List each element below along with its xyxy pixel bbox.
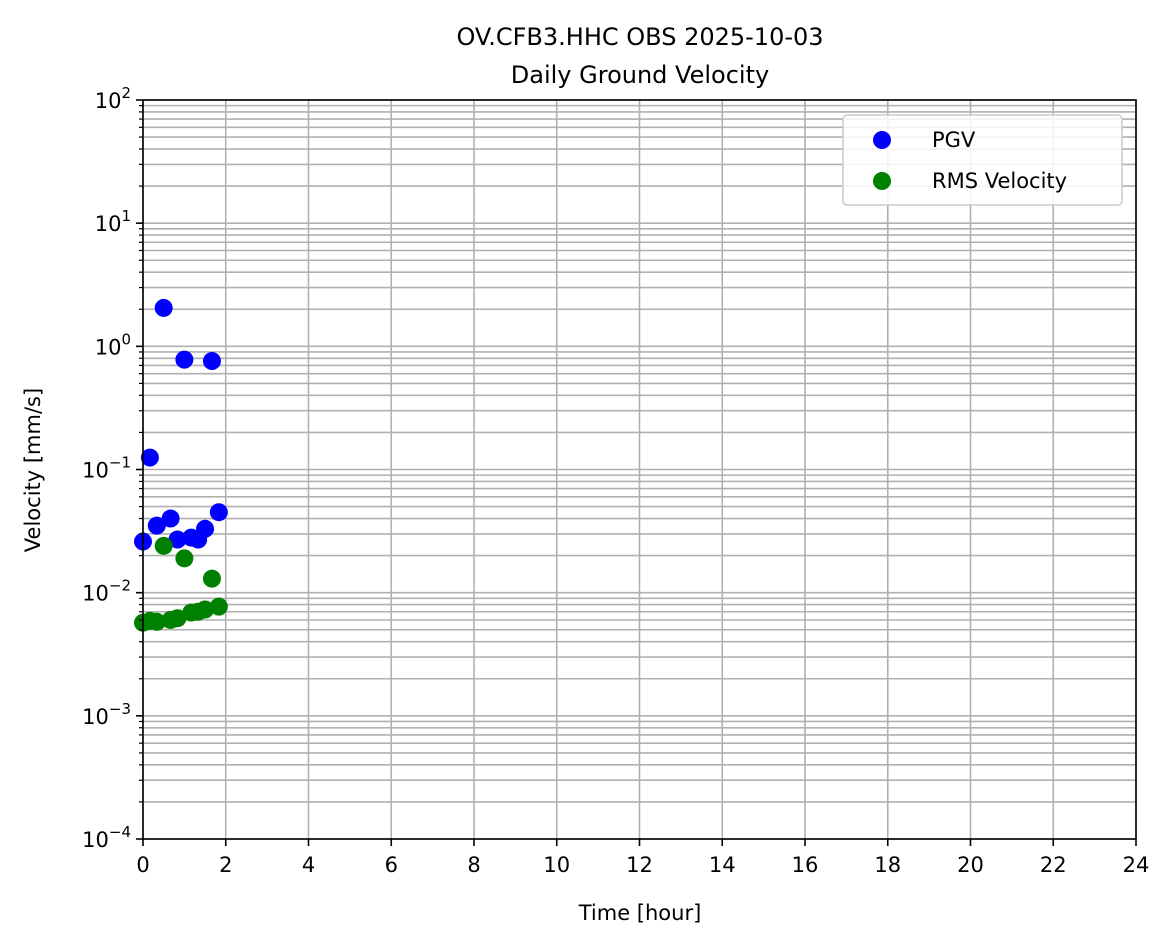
legend-marker-rms: [873, 172, 891, 190]
y-tick-exponent: −1: [109, 454, 131, 472]
x-axis-label: Time [hour]: [578, 901, 702, 925]
y-tick-label: 100: [95, 330, 131, 359]
legend-label-pgv: PGV: [932, 128, 976, 152]
point-pgv: [209, 503, 228, 522]
x-tick-label: 18: [874, 853, 901, 877]
point-pgv: [161, 509, 180, 528]
y-tick-base: 10: [82, 582, 109, 606]
legend: PGV RMS Velocity: [842, 114, 1123, 206]
point-pgv: [175, 350, 194, 369]
x-tick-label: 14: [709, 853, 736, 877]
points-layer: [134, 298, 228, 632]
grid-layer: [142, 99, 1137, 840]
legend-label-rms: RMS Velocity: [932, 169, 1067, 193]
point-pgv: [140, 448, 159, 467]
point-pgv: [154, 298, 173, 317]
y-tick-label: 10−1: [82, 454, 131, 483]
x-tick-label: 8: [467, 853, 480, 877]
y-axis-label: Velocity [mm/s]: [21, 388, 45, 552]
y-tick-exponent: 0: [121, 330, 131, 348]
x-tick-label: 20: [957, 853, 984, 877]
point-pgv: [147, 516, 166, 535]
x-tick-label: 2: [219, 853, 232, 877]
legend-box: [842, 114, 1123, 206]
y-tick-exponent: −4: [109, 823, 131, 841]
x-tick-label: 12: [626, 853, 653, 877]
y-tick-exponent: −3: [109, 700, 131, 718]
point-pgv: [168, 530, 187, 549]
x-tick-label: 16: [792, 853, 819, 877]
x-tick-label: 22: [1040, 853, 1067, 877]
y-tick-label: 10−3: [82, 700, 131, 729]
point-rms-velocity: [202, 569, 221, 588]
y-tick-label: 101: [95, 207, 131, 236]
y-tick-exponent: 2: [121, 84, 131, 102]
point-rms-velocity: [209, 597, 228, 616]
legend-marker-pgv: [873, 131, 891, 149]
y-tick-base: 10: [82, 828, 109, 852]
point-rms-velocity: [154, 536, 173, 555]
y-tick-exponent: 1: [121, 207, 131, 225]
point-rms-velocity: [168, 609, 187, 628]
y-tick-exponent: −2: [109, 577, 131, 595]
y-tick-base: 10: [82, 459, 109, 483]
point-rms-velocity: [175, 549, 194, 568]
y-tick-label: 102: [95, 84, 131, 113]
chart-title: OV.CFB3.HHC OBS 2025-10-03: [456, 23, 823, 51]
x-tick-label: 4: [302, 853, 315, 877]
y-tick-label: 10−4: [82, 823, 131, 852]
ticks-layer: 0 2 4 6 8 10 12 14 16 18 20 22 2410−410−310−210−1100…: [82, 84, 1149, 877]
y-tick-label: 10−2: [82, 577, 131, 606]
x-tick-label: 24: [1123, 853, 1150, 877]
point-pgv: [202, 352, 221, 371]
point-rms-velocity: [147, 612, 166, 631]
y-tick-base: 10: [82, 705, 109, 729]
chart-subtitle: Daily Ground Velocity: [511, 61, 769, 89]
x-tick-label: 6: [385, 853, 398, 877]
y-tick-base: 10: [95, 335, 122, 359]
point-pgv: [196, 519, 215, 538]
x-tick-label: 10: [543, 853, 570, 877]
x-tick-label: 0: [136, 853, 149, 877]
y-tick-base: 10: [95, 89, 122, 113]
point-rms-velocity: [196, 600, 215, 619]
y-tick-base: 10: [95, 212, 122, 236]
